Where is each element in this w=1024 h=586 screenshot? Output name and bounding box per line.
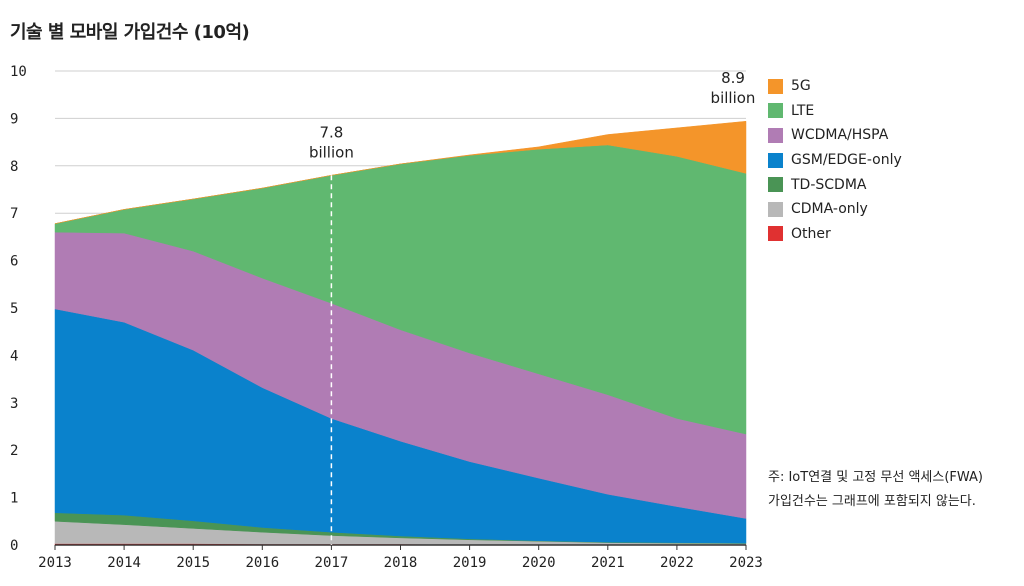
y-tick-label: 4 — [10, 348, 18, 364]
legend-item: CDMA-only — [768, 197, 902, 222]
legend: 5G LTE WCDMA/HSPA GSM/EDGE-only TD-SCDMA CDMA… — [768, 74, 902, 246]
area-series — [54, 120, 747, 546]
x-tick-label: 2013 — [38, 555, 72, 571]
legend-label: WCDMA/HSPA — [791, 127, 889, 144]
legend-swatch — [768, 127, 783, 143]
legend-swatch — [768, 103, 783, 119]
axes: 0 1 2 3 4 5 6 7 8 9 10 2013 2014 2015 2016 2017 2018 2019… — [10, 64, 763, 571]
legend-label: CDMA-only — [791, 201, 868, 218]
y-tick-label: 0 — [10, 538, 18, 554]
legend-item: TD-SCDMA — [768, 172, 902, 197]
x-tick-label: 2022 — [660, 555, 694, 571]
legend-swatch — [768, 152, 783, 168]
annotations: 7.8 billion 8.9 billion — [309, 69, 755, 545]
y-tick-label: 7 — [10, 206, 18, 222]
legend-swatch — [768, 201, 783, 217]
annotation-unit: billion — [711, 89, 756, 107]
legend-label: Other — [791, 225, 831, 242]
y-tick-label: 3 — [10, 396, 18, 412]
y-tick-label: 6 — [10, 254, 18, 270]
legend-label: 5G — [791, 78, 811, 95]
x-tick-label: 2021 — [591, 555, 625, 571]
legend-item: LTE — [768, 99, 902, 124]
legend-swatch — [768, 226, 783, 242]
footnote-line-1: 주: IoT연결 및 고정 무선 액세스(FWA) — [768, 470, 983, 485]
y-tick-label: 10 — [10, 64, 27, 80]
x-tick-label: 2017 — [315, 555, 349, 571]
legend-swatch — [768, 78, 783, 94]
annotation-value: 8.9 — [721, 69, 745, 87]
y-tick-label: 1 — [10, 491, 18, 507]
y-tick-label: 2 — [10, 443, 18, 459]
x-tick-label: 2020 — [522, 555, 556, 571]
legend-item: 5G — [768, 74, 902, 99]
x-tick-label: 2016 — [245, 555, 279, 571]
chart-title: 기술 별 모바일 가입건수 (10억) — [10, 22, 250, 43]
legend-item: Other — [768, 222, 902, 247]
legend-item: GSM/EDGE-only — [768, 148, 902, 173]
y-tick-label: 8 — [10, 159, 18, 175]
y-tick-label: 9 — [10, 111, 18, 127]
x-tick-label: 2019 — [453, 555, 487, 571]
annotation-unit: billion — [309, 143, 354, 161]
legend-item: WCDMA/HSPA — [768, 123, 902, 148]
legend-label: TD-SCDMA — [791, 176, 867, 193]
annotation-value: 7.8 — [319, 123, 343, 141]
legend-label: GSM/EDGE-only — [791, 152, 902, 169]
x-tick-label: 2015 — [176, 555, 210, 571]
footnote: 주: IoT연결 및 고정 무선 액세스(FWA) 가입건수는 그래프에 포함되… — [768, 466, 1018, 514]
legend-label: LTE — [791, 102, 815, 119]
area-5g — [54, 120, 747, 224]
legend-swatch — [768, 177, 783, 193]
x-tick-label: 2018 — [384, 555, 418, 571]
x-tick-label: 2014 — [107, 555, 141, 571]
x-tick-label: 2023 — [729, 555, 763, 571]
footnote-line-2: 가입건수는 그래프에 포함되지 않는다. — [768, 494, 976, 509]
y-tick-label: 5 — [10, 301, 18, 317]
